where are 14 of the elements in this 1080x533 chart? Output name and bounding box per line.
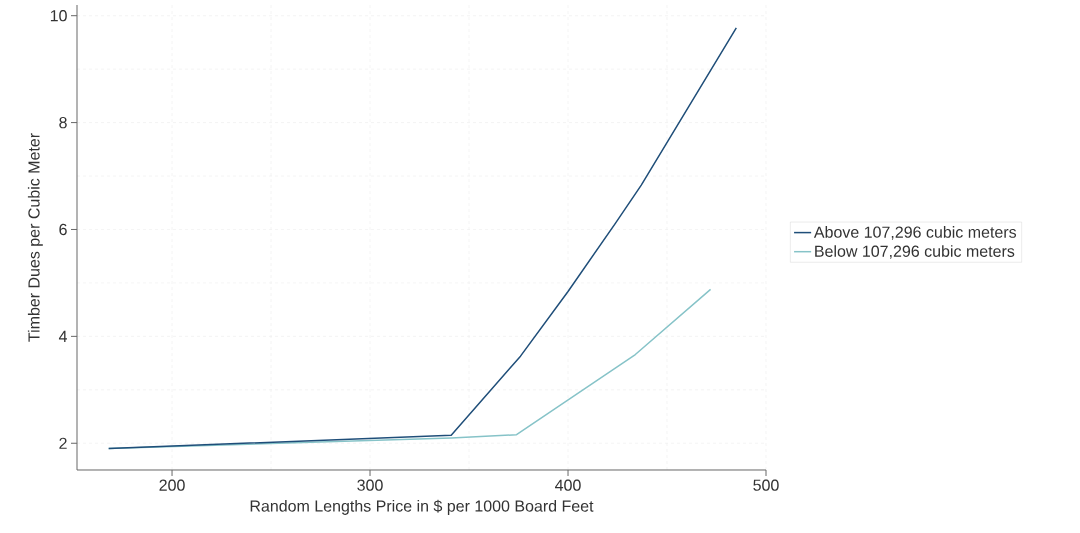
legend-label: Above 107,296 cubic meters bbox=[813, 226, 1017, 240]
y-tick-label: 2 bbox=[59, 437, 67, 449]
x-axis-title: Random Lengths Price in $ per 1000 Board Feet bbox=[250, 499, 594, 515]
x-tick-label: 200 bbox=[159, 479, 185, 491]
line-series bbox=[107, 27, 738, 450]
y-axis-title: Timber Dues per Cubic Meter bbox=[27, 133, 43, 342]
x-tick-label: 500 bbox=[753, 479, 779, 491]
y-tick-label: 8 bbox=[59, 116, 67, 129]
legend-label: Below 107,296 cubic meters bbox=[815, 245, 1015, 259]
x-tick-label: 300 bbox=[357, 479, 383, 491]
y-tick-label: 4 bbox=[58, 330, 67, 342]
x-tick-label: 400 bbox=[555, 479, 581, 491]
y-tick-label: 6 bbox=[59, 223, 67, 236]
y-tick-label: 10 bbox=[50, 10, 67, 22]
